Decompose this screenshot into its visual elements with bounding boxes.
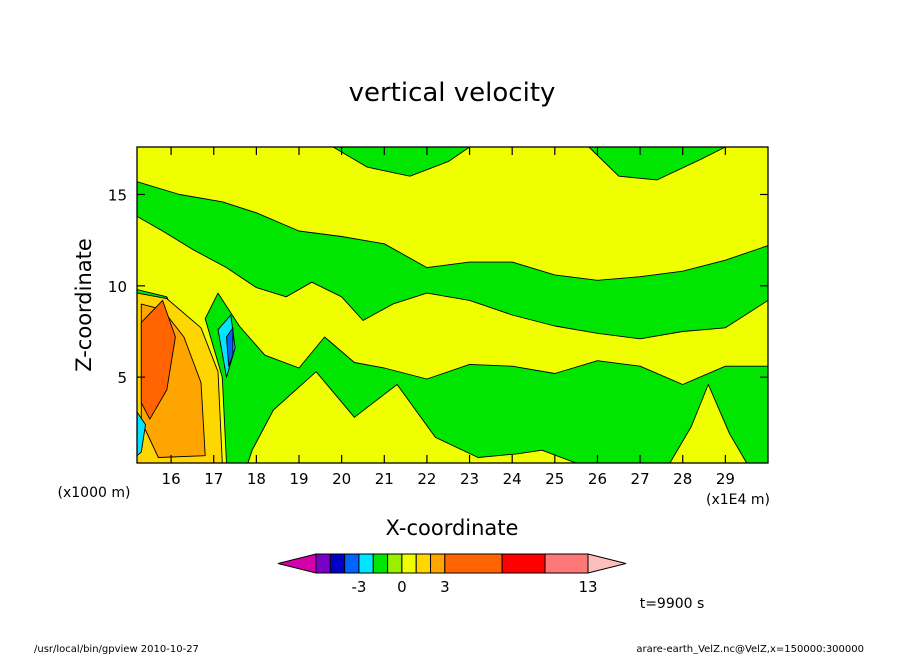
x-tick-label: 24 [503,470,522,488]
y-unit-label: (x1000 m) [58,485,131,501]
colorbar-tick-label: 13 [578,578,597,596]
colorbar-tick-label: -3 [351,578,366,596]
colorbar-swatch [344,553,360,574]
chart-title: vertical velocity [349,78,556,108]
colorbar-ticks: -3 0 3 13 [351,578,597,596]
y-tick-label: 5 [117,369,127,387]
x-tick-label: 28 [673,470,692,488]
colorbar-swatch [415,553,432,574]
y-tick-label: 15 [108,186,127,204]
colorbar-swatch [372,553,389,574]
x-tick-label: 16 [162,470,181,488]
colorbar [277,553,627,574]
contour-region-green-top-right [588,147,726,181]
contour-region-green-lower-band [204,292,768,463]
x-tick-label: 21 [375,470,394,488]
time-label: t=9900 s [640,596,705,612]
plot-frame [136,146,769,464]
x-tick-label: 26 [588,470,607,488]
x-tick-label: 23 [460,470,479,488]
colorbar-tick-label: 0 [397,578,407,596]
colorbar-swatch [444,553,503,574]
y-axis: 5 10 15 [108,186,768,387]
colorbar-lower-extension [277,553,317,574]
colorbar-swatch [430,553,446,574]
colorbar-swatch [401,553,417,574]
plot-area [136,146,769,464]
x-tick-label: 19 [289,470,308,488]
x-tick-label: 29 [716,470,735,488]
colorbar-swatch [315,553,331,574]
colorbar-swatch [501,553,546,574]
x-tick-label: 22 [417,470,436,488]
contour-region-down-cell-low [137,411,146,457]
y-axis-label: Z-coordinate [72,238,96,372]
contour-region-strong-up-cell [140,299,176,420]
x-axis: 16 17 18 19 20 21 22 23 24 25 26 27 28 29 [162,147,735,488]
colorbar-tick-label: 3 [440,578,450,596]
x-tick-label: 27 [631,470,650,488]
colorbar-swatch [329,553,346,574]
colorbar-swatch [544,553,589,574]
colorbar-upper-extension [587,553,627,574]
y-tick-label: 10 [108,278,127,296]
colorbar-swatch [387,553,403,574]
x-tick-label: 25 [545,470,564,488]
x-tick-label: 18 [247,470,266,488]
contour-region-green-upper-band [137,181,768,340]
x-tick-label: 20 [332,470,351,488]
x-tick-label: 17 [204,470,223,488]
contour-region-strong-down-cell [226,327,234,367]
colorbar-swatch [358,553,374,574]
footer-left: /usr/local/bin/gpview 2010-10-27 [34,644,199,654]
x-axis-label: X-coordinate [386,516,519,540]
x-unit-label: (x1E4 m) [706,492,770,508]
contour-region-green-top-mid [332,147,471,177]
footer-right: arare-earth_VelZ.nc@VelZ,x=150000:300000 [636,644,864,654]
